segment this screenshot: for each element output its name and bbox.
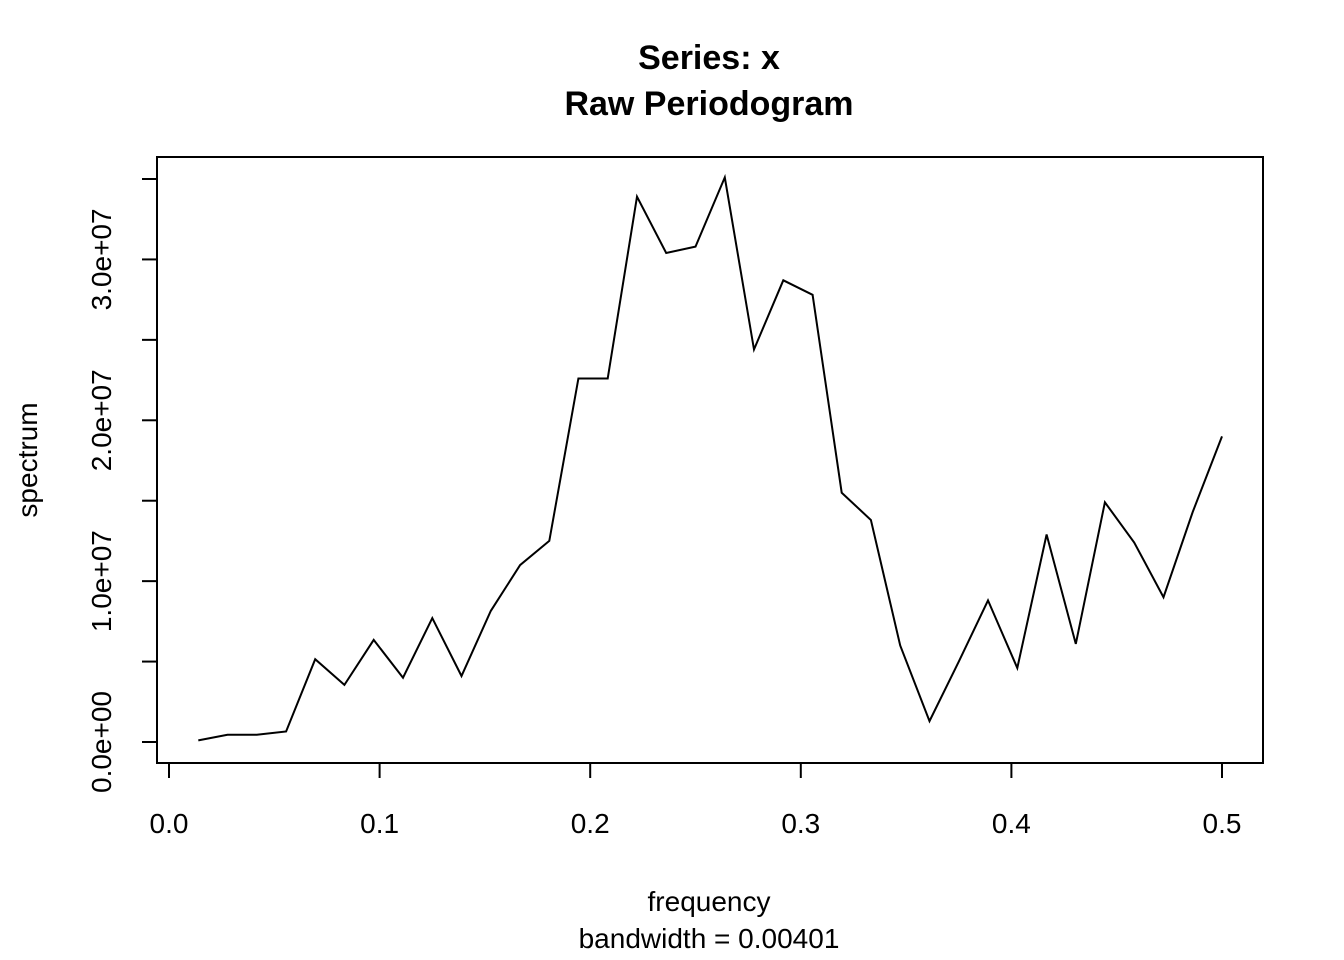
x-tick-label: 0.1 (360, 808, 399, 839)
x-axis-sublabel: bandwidth = 0.00401 (579, 923, 840, 954)
y-axis: 0.0e+00 1.0e+07 2.0e+07 3.0e+07 (86, 178, 158, 793)
x-axis-label: frequency (648, 886, 771, 917)
y-tick-label: 2.0e+07 (86, 369, 117, 471)
chart-title: Series: x (638, 39, 780, 77)
x-tick-label: 0.0 (150, 808, 189, 839)
x-tick-label: 0.5 (1203, 808, 1242, 839)
y-tick-label: 1.0e+07 (86, 530, 117, 632)
y-tick-label: 0.0e+00 (86, 691, 117, 793)
plot-frame (156, 156, 1264, 764)
y-tick-label: 3.0e+07 (86, 208, 117, 310)
spectrum-line (198, 173, 1223, 742)
series-layer (198, 173, 1223, 742)
y-axis-label: spectrum (12, 402, 43, 517)
x-tick-label: 0.4 (992, 808, 1031, 839)
chart-subtitle: Raw Periodogram (564, 85, 853, 123)
x-tick-label: 0.3 (781, 808, 820, 839)
x-axis: 0.0 0.1 0.2 0.3 0.4 0.5 (150, 762, 1242, 839)
x-tick-label: 0.2 (571, 808, 610, 839)
